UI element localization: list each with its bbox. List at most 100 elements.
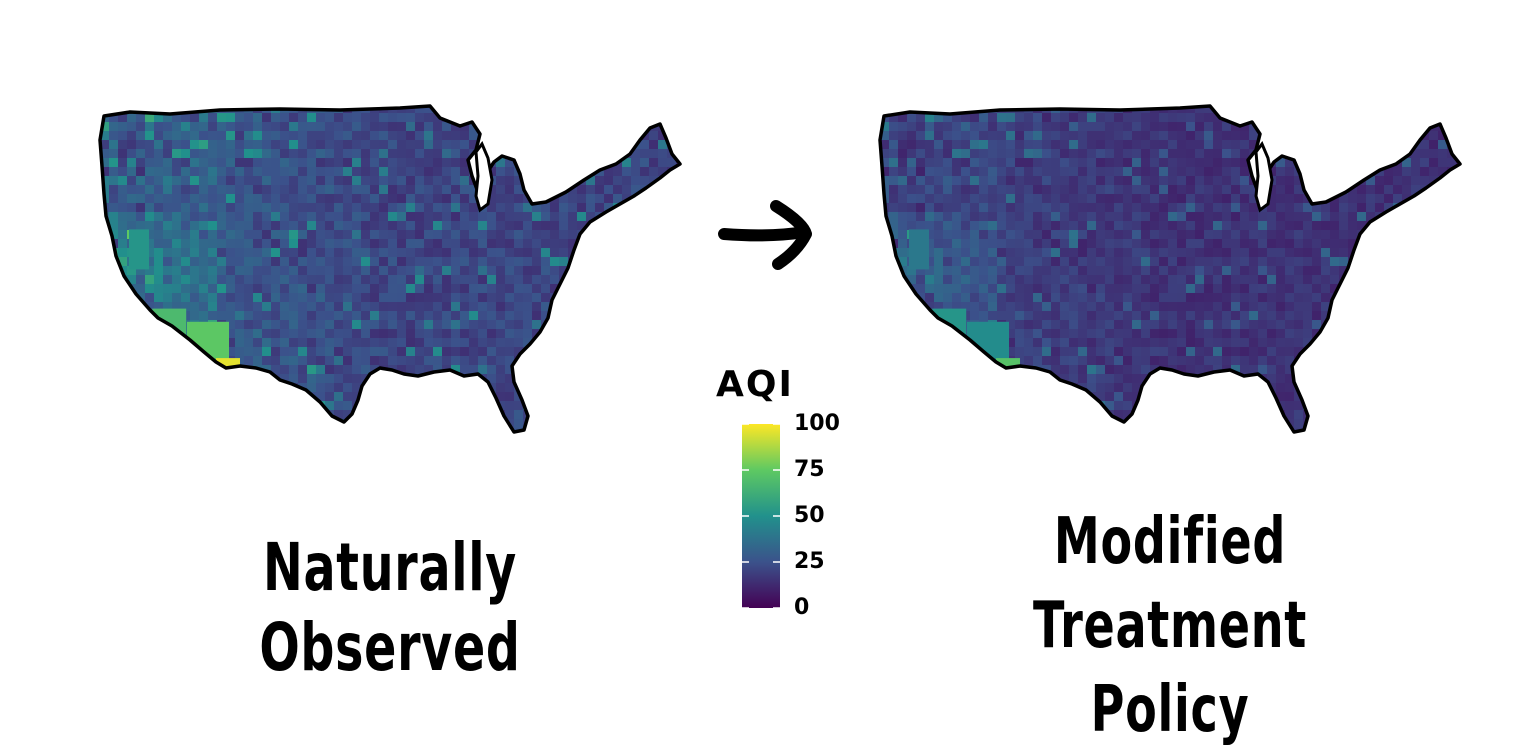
county-cell — [559, 356, 569, 366]
county-cell — [1213, 419, 1223, 429]
county-cell — [925, 329, 935, 339]
county-cell — [1339, 122, 1349, 132]
county-cell — [1006, 248, 1016, 258]
county-cell — [523, 293, 533, 303]
county-cell — [1303, 113, 1313, 123]
county-cell — [145, 401, 155, 411]
county-cell — [889, 158, 899, 168]
county-cell — [1357, 167, 1367, 177]
county-cell — [532, 167, 542, 177]
county-cell — [1123, 311, 1133, 321]
county-cell — [460, 248, 470, 258]
county-cell — [1024, 239, 1034, 249]
county-cell — [907, 176, 917, 186]
county-cell — [334, 374, 344, 384]
county-cell — [388, 131, 398, 141]
county-cell — [1078, 374, 1088, 384]
county-cell — [109, 230, 119, 240]
county-cell — [118, 293, 128, 303]
county-cell — [1105, 374, 1115, 384]
county-cell — [934, 113, 944, 123]
county-cell — [970, 257, 980, 267]
county-cell — [1150, 419, 1160, 429]
county-cell — [298, 203, 308, 213]
county-cell — [1402, 257, 1412, 267]
county-cell — [1294, 257, 1304, 267]
county-cell — [1060, 320, 1070, 330]
county-cell — [952, 392, 962, 402]
county-cell — [1447, 320, 1457, 330]
county-cell — [253, 203, 263, 213]
county-cell — [649, 401, 659, 411]
county-cell — [505, 212, 515, 222]
county-cell — [199, 383, 209, 393]
county-cell — [289, 122, 299, 132]
county-cell — [1204, 275, 1214, 285]
county-cell — [667, 194, 677, 204]
county-cell — [586, 176, 596, 186]
county-cell — [379, 176, 389, 186]
county-cell — [451, 302, 461, 312]
county-cell — [280, 176, 290, 186]
county-cell — [433, 131, 443, 141]
county-cell — [1114, 329, 1124, 339]
county-cell — [988, 284, 998, 294]
county-cell — [988, 392, 998, 402]
county-cell — [1276, 106, 1286, 114]
county-cell — [451, 320, 461, 330]
county-cell — [163, 257, 173, 267]
county-cell — [235, 221, 245, 231]
county-cell — [181, 230, 191, 240]
county-cell — [1438, 284, 1448, 294]
county-cell — [154, 140, 164, 150]
county-cell — [496, 113, 506, 123]
county-cell — [253, 140, 263, 150]
county-cell — [880, 311, 890, 321]
county-cell — [1294, 311, 1304, 321]
county-cell — [1096, 212, 1106, 222]
county-cell — [514, 419, 524, 429]
county-cell — [145, 275, 155, 285]
county-cell — [1096, 329, 1106, 339]
county-cell — [1321, 347, 1331, 357]
county-cell — [1132, 374, 1142, 384]
county-cell — [952, 176, 962, 186]
county-cell — [586, 149, 596, 159]
county-cell — [523, 383, 533, 393]
county-cell — [217, 293, 227, 303]
county-cell — [613, 149, 623, 159]
county-cell — [109, 176, 119, 186]
county-cell — [1051, 185, 1061, 195]
county-cell — [1420, 338, 1430, 348]
county-cell — [604, 347, 614, 357]
county-cell — [271, 176, 281, 186]
county-cell — [880, 410, 890, 420]
county-cell — [406, 122, 416, 132]
county-cell — [1366, 401, 1376, 411]
county-cell — [898, 383, 908, 393]
county-cell — [226, 329, 236, 339]
county-cell — [1060, 392, 1070, 402]
county-cell — [1276, 158, 1286, 168]
county-cell — [1339, 293, 1349, 303]
county-cell — [1132, 176, 1142, 186]
county-cell — [595, 293, 605, 303]
county-cell — [1168, 113, 1178, 123]
county-cell — [667, 374, 677, 384]
county-cell — [1249, 212, 1259, 222]
county-cell — [631, 230, 641, 240]
county-cell — [907, 392, 917, 402]
county-cell — [379, 266, 389, 276]
county-cell — [1042, 149, 1052, 159]
county-cell — [1015, 311, 1025, 321]
county-cell — [226, 401, 236, 411]
county-cell — [943, 122, 953, 132]
county-cell — [1195, 185, 1205, 195]
county-cell — [1312, 176, 1322, 186]
county-cell — [433, 194, 443, 204]
county-cell — [334, 194, 344, 204]
county-cell — [898, 149, 908, 159]
county-cell — [916, 284, 926, 294]
county-cell — [217, 311, 227, 321]
county-cell — [460, 266, 470, 276]
